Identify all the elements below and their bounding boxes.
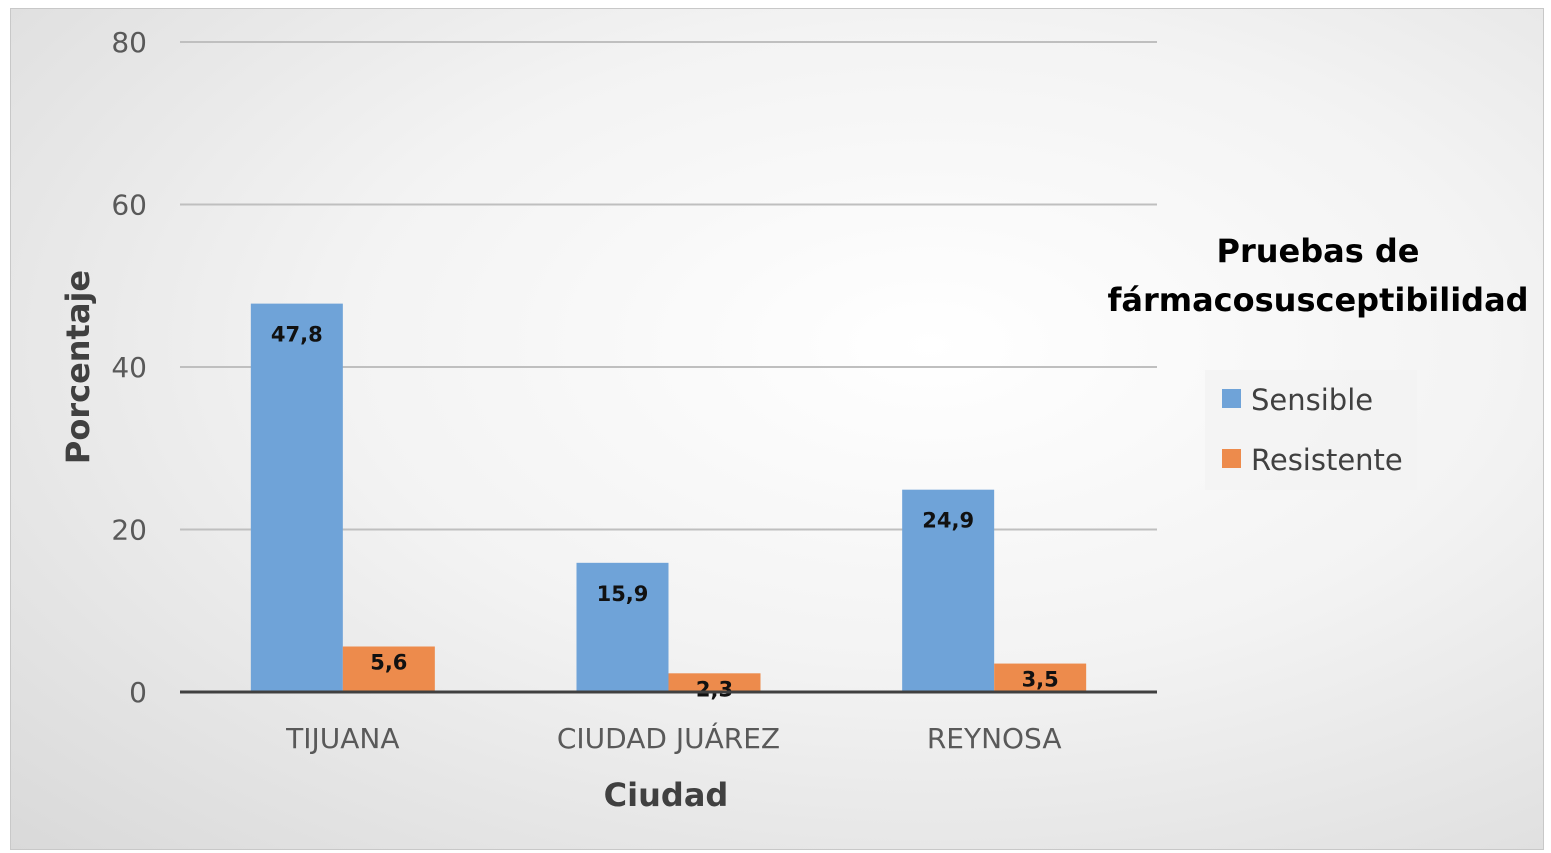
legend-label: Resistente [1251,443,1403,477]
y-tick-label: 80 [111,26,147,59]
x-category-label: TIJUANA [285,722,399,755]
y-tick-label: 20 [111,514,147,547]
data-label: 5,6 [370,651,407,675]
y-tick-label: 60 [111,189,147,222]
bar-sensible [576,562,669,692]
data-label: 3,5 [1022,668,1059,692]
legend-label: Sensible [1251,383,1373,417]
legend-title-line-1: Pruebas de [1216,232,1419,270]
bar-resistente [994,663,1087,692]
bars: 47,8 5,6 15,9 2,3 24,9 3,5 [250,303,1087,701]
category-labels: TIJUANA CIUDAD JUÁREZ REYNOSA [285,721,1061,755]
legend-title-line-2: fármacosusceptibilidad [1107,281,1528,319]
data-label: 47,8 [271,323,323,347]
x-category-label: REYNOSA [927,722,1062,755]
legend-swatch [1222,389,1241,408]
legend: Pruebas de fármacosusceptibilidad Sensib… [1107,232,1529,490]
data-label: 15,9 [597,582,649,606]
legend-swatch [1222,449,1241,468]
bar-sensible [250,303,343,692]
bar-sensible [902,489,995,692]
x-axis-title: Ciudad [604,776,729,814]
bar-resistente [668,673,761,692]
y-tick-label: 40 [111,351,147,384]
bar-resistente [342,646,435,692]
y-tick-label: 0 [129,676,147,709]
data-label: 24,9 [922,509,974,533]
data-label: 2,3 [696,677,733,701]
x-category-label: CIUDAD JUÁREZ [557,721,780,755]
y-tick-labels: 0 20 40 60 80 [111,26,147,709]
y-axis-title: Porcentaje [59,270,97,464]
legend-items: Sensible Resistente [1222,383,1403,477]
